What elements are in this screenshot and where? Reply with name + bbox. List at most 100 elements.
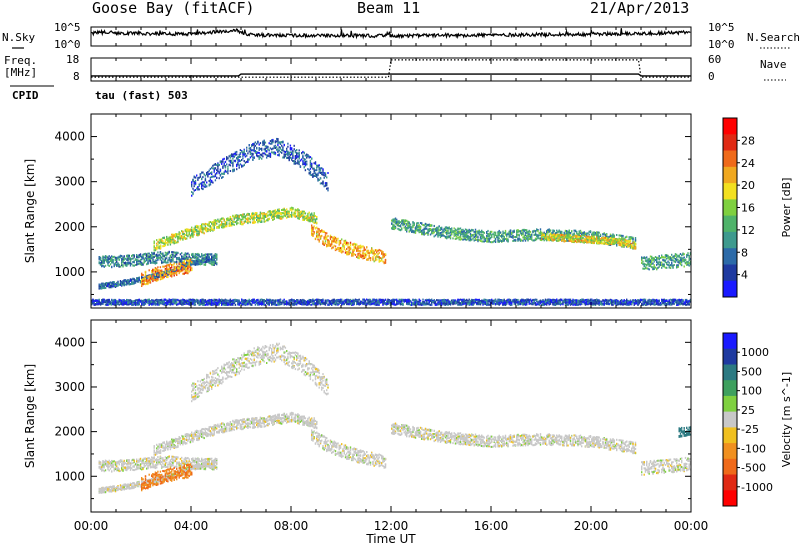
scatter-band-4 [311, 224, 387, 265]
x-tick-label: 16:00 [474, 519, 509, 533]
velocity-y-axis-label: Slant Range [km] [23, 364, 37, 468]
x-tick-label: 08:00 [274, 519, 309, 533]
velocity-colorbar-tick-label: 1000 [741, 346, 769, 359]
scatter-band-6 [541, 232, 637, 250]
y-tick-label: 4000 [54, 130, 85, 144]
nave-tick-top: 60 [708, 53, 722, 66]
power-colorbar-tick-label: 8 [741, 246, 748, 259]
status-panels [10, 28, 790, 87]
nave-line [91, 59, 691, 78]
scatter-band-5 [391, 217, 637, 250]
velocity-colorbar-label: Velocity [m s^-1] [780, 372, 793, 467]
station-title: Goose Bay (fitACF) [92, 0, 255, 17]
power-colorbar-tick-label: 20 [741, 179, 755, 192]
y-tick-label: 1000 [54, 265, 85, 279]
scatter-band-2 [141, 463, 193, 492]
y-tick-label: 2000 [54, 425, 85, 439]
velocity-colorbar-swatch [723, 474, 737, 491]
velocity-colorbar-frame [722, 332, 738, 507]
x-tick-label: 00:00 [674, 519, 709, 533]
scatter-band-3 [153, 411, 318, 456]
scatter-band-7 [641, 252, 692, 271]
scatter-band-6 [641, 456, 692, 476]
x-tick-label: 12:00 [374, 519, 409, 533]
scatter-band-5 [391, 422, 637, 455]
axes: 00:00 04:00 08:00 12:00 16:00 20:00 00:00 Time … [23, 26, 709, 546]
scatter-band-3 [153, 206, 318, 252]
x-tick-label: 00:00 [74, 519, 109, 533]
nsky-label: N.Sky [2, 31, 36, 44]
colorbars: 28 24 20 16 12 8 4 Power [dB] 1000 500 100 25 -25 -10… [722, 117, 793, 507]
velocity-colorbar-swatch [723, 411, 737, 428]
velocity-colorbar-tick-label: 100 [741, 385, 762, 398]
velocity-colorbar-swatch [723, 380, 737, 397]
freq-tick-top: 18 [66, 53, 80, 66]
x-tick-label: 04:00 [174, 519, 209, 533]
x-tick-label: 20:00 [574, 519, 609, 533]
velocity-colorbar-tick-label: -25 [741, 423, 759, 436]
cpid-value: tau (fast) 503 [95, 89, 188, 102]
velocity-frame [90, 319, 692, 513]
beam-label: Beam 11 [357, 0, 421, 17]
power-colorbar-tick-label: 24 [741, 157, 755, 170]
scatter-band-1 [98, 455, 218, 473]
power-panel [91, 137, 692, 306]
power-colorbar-swatch [723, 150, 737, 168]
power-colorbar-tick-label: 4 [741, 269, 748, 282]
velocity-colorbar-tick-label: 500 [741, 365, 762, 378]
cpid-label: CPID [12, 89, 39, 102]
power-colorbar-label: Power [dB] [780, 178, 793, 238]
power-colorbar-swatch [723, 215, 737, 233]
velocity-colorbar-tick-label: -500 [741, 462, 766, 475]
scatter-band-1 [98, 250, 218, 269]
scatter-band-8 [191, 137, 329, 197]
power-frame [90, 113, 692, 309]
scatter-band-8 [191, 342, 329, 403]
velocity-colorbar-swatch [723, 395, 737, 413]
nsearch-tick-top: 10^5 [708, 21, 735, 34]
power-colorbar-tick-label: 16 [741, 202, 755, 215]
nsky-tick-top: 10^5 [54, 21, 81, 34]
velocity-panel [98, 342, 692, 494]
power-colorbar-swatch [723, 183, 737, 200]
nave-tick-bottom: 0 [708, 70, 715, 83]
nsearch-tick-bottom: 10^0 [708, 38, 735, 51]
freq-tick-bottom: 8 [73, 70, 80, 83]
nsky-line [90, 28, 691, 40]
y-tick-label: 3000 [54, 175, 85, 189]
x-axis-label: Time UT [365, 532, 416, 546]
power-colorbar-swatch [723, 166, 737, 184]
velocity-colorbar-swatch [723, 458, 737, 475]
power-colorbar-swatch [723, 118, 737, 135]
velocity-colorbar-tick-label: -100 [741, 442, 766, 455]
y-tick-label: 4000 [54, 335, 85, 349]
power-y-axis-label: Slant Range [km] [23, 159, 37, 263]
y-tick-label: 1000 [54, 469, 85, 483]
y-tick-label: 2000 [54, 220, 85, 234]
date-label: 21/Apr/2013 [590, 0, 690, 17]
freq-label-line2: [MHz] [4, 66, 38, 79]
power-colorbar-tick-label: 12 [741, 224, 755, 237]
freq-label-line1: Freq. [4, 54, 38, 67]
nsky-tick-bottom: 10^0 [54, 38, 81, 51]
velocity-colorbar-swatch [723, 364, 737, 381]
power-colorbar-swatch [723, 248, 737, 265]
power-colorbar-swatch [723, 134, 737, 152]
y-tick-label: 3000 [54, 380, 85, 394]
scatter-band-4 [311, 429, 387, 469]
velocity-colorbar-swatch [723, 348, 737, 365]
velocity-colorbar-swatch [723, 443, 737, 460]
power-colorbar-swatch [723, 231, 737, 249]
velocity-colorbar-swatch [723, 333, 737, 350]
scatter-band-9 [91, 298, 692, 306]
power-colorbar-swatch [723, 199, 737, 217]
power-colorbar-tick-label: 28 [741, 134, 755, 147]
velocity-colorbar-tick-label: -1000 [741, 481, 773, 494]
velocity-colorbar-swatch [723, 427, 737, 444]
velocity-colorbar-swatch [723, 490, 737, 507]
nsearch-label: N.Search [747, 31, 800, 44]
power-colorbar-swatch [723, 280, 737, 298]
velocity-colorbar-tick-label: 25 [741, 404, 755, 417]
power-colorbar-swatch [723, 264, 737, 282]
